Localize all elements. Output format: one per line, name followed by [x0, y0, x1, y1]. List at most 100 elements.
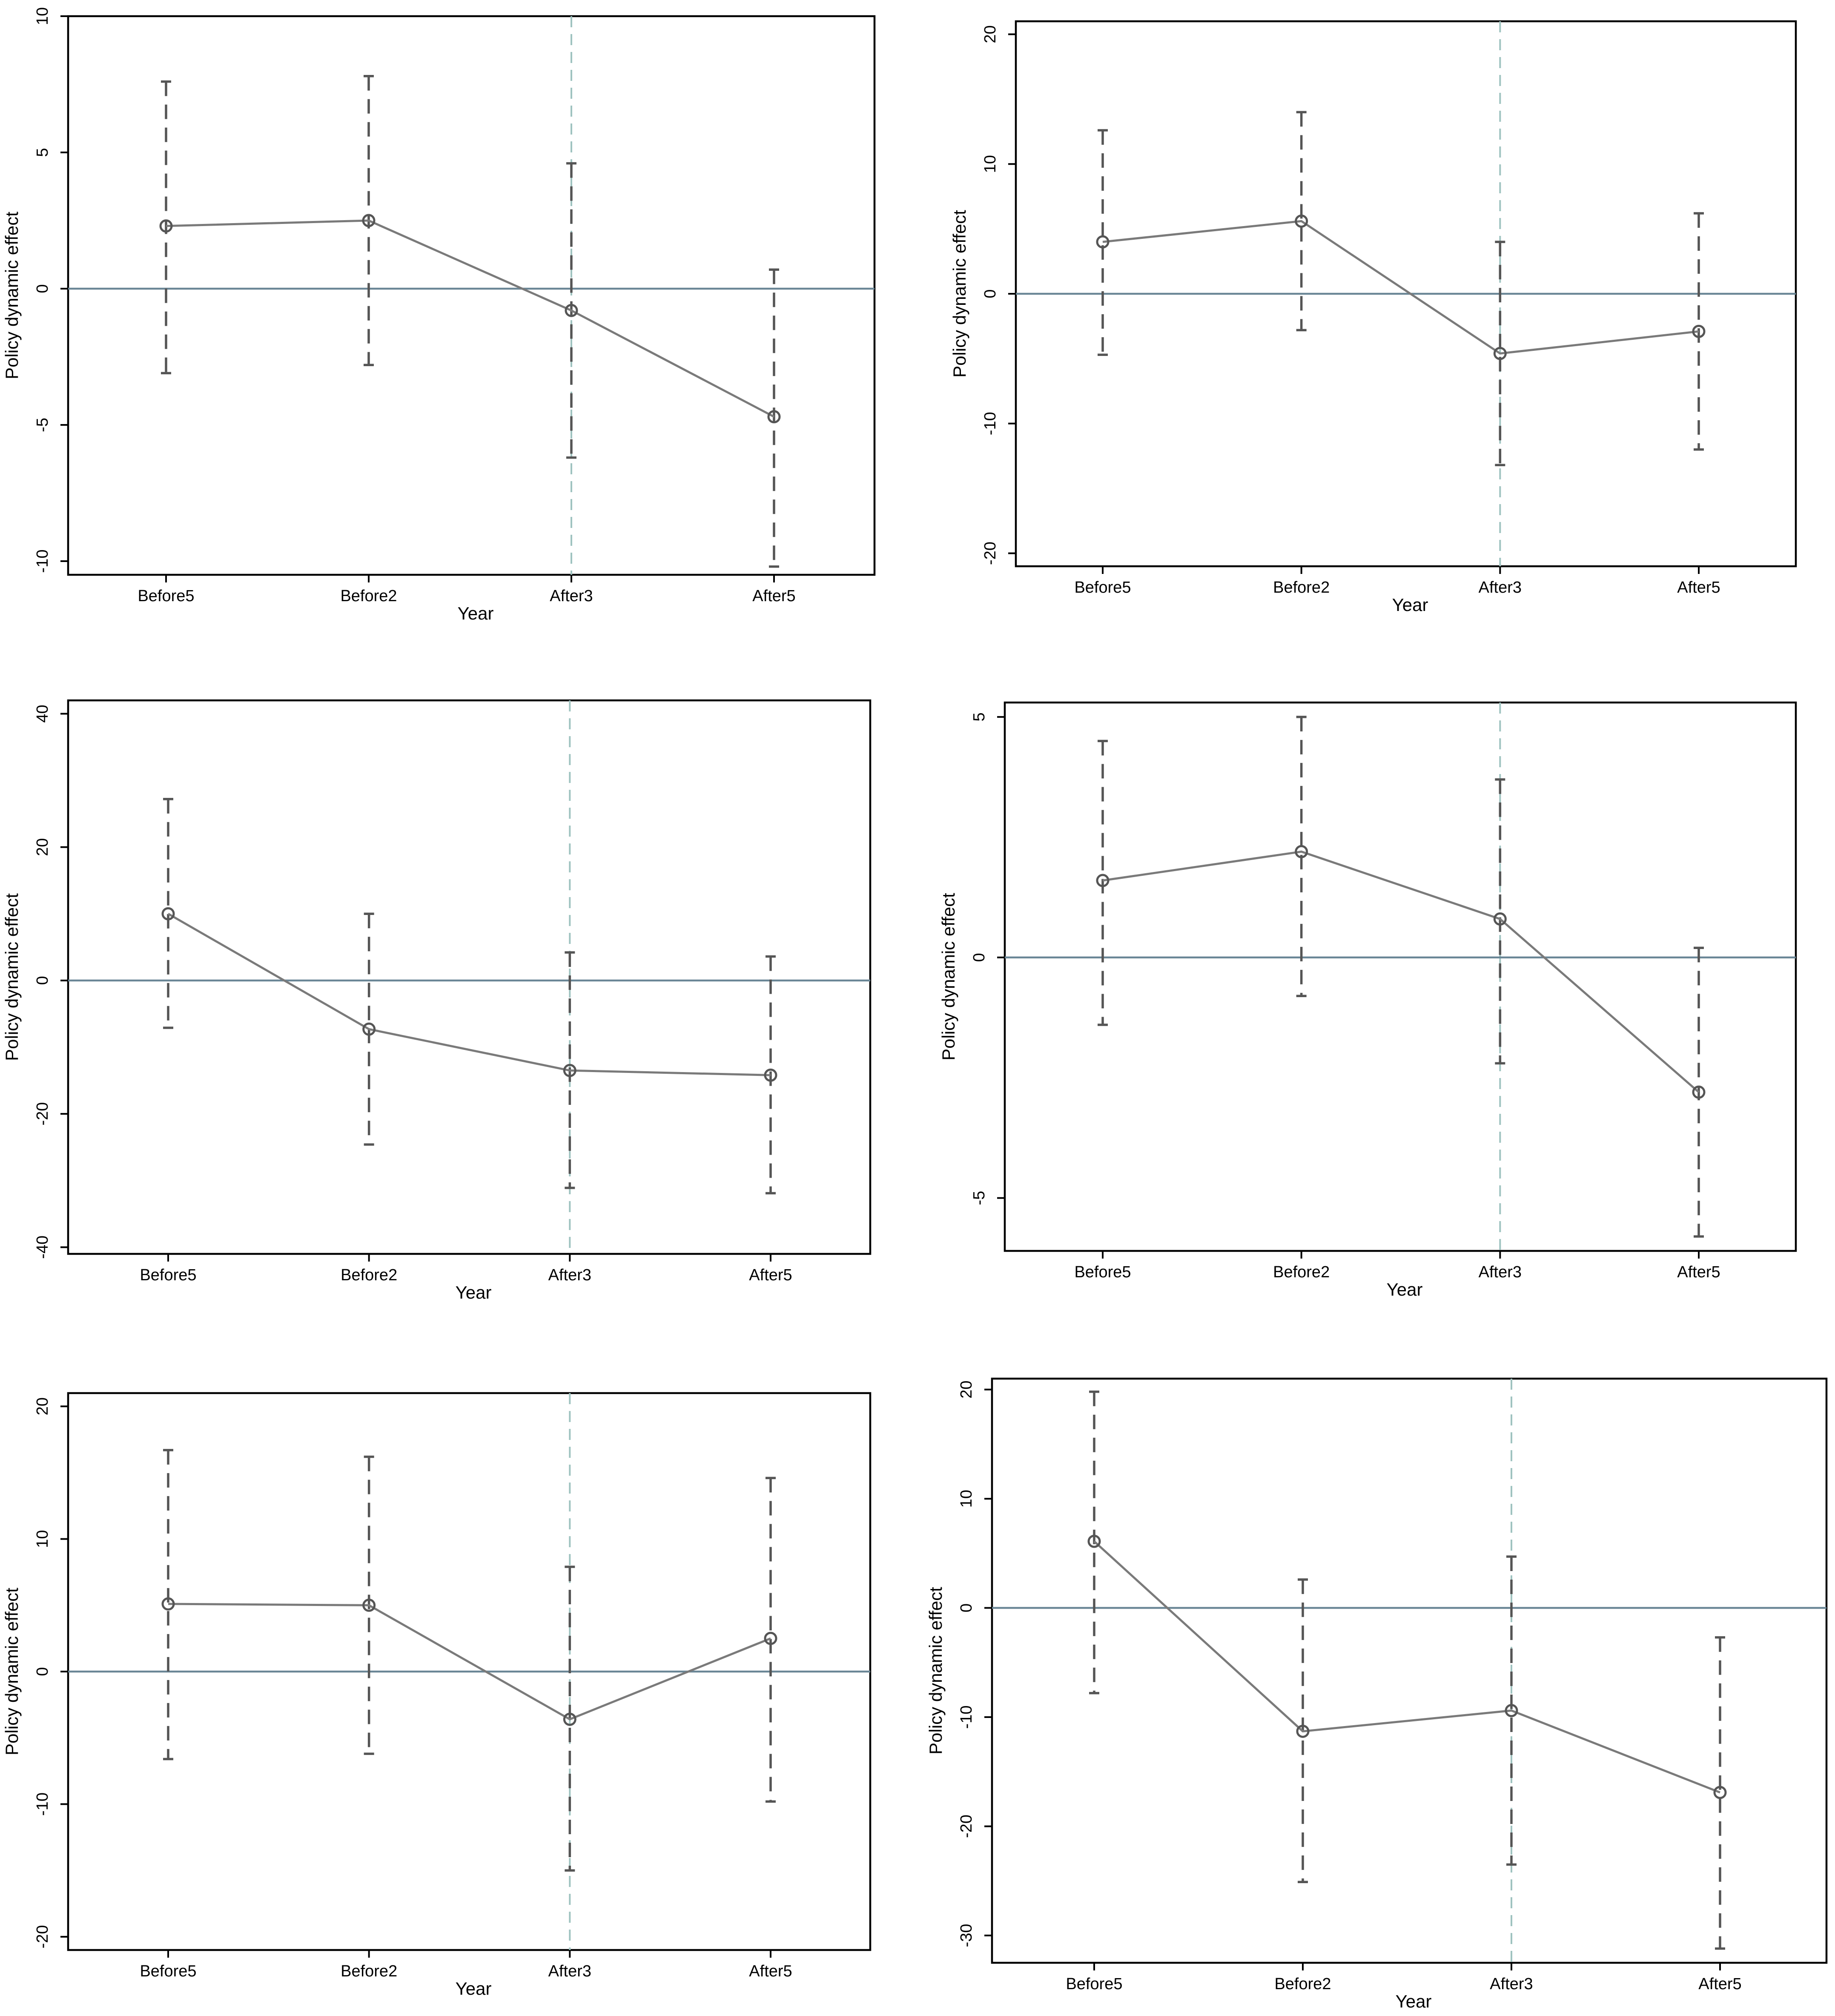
x-tick-label: After5: [749, 1962, 792, 1980]
y-tick-label: 10: [34, 7, 52, 25]
y-tick-label: 0: [34, 284, 52, 293]
y-axis-title: Policy dynamic effect: [2, 212, 22, 379]
y-axis-title: Policy dynamic effect: [2, 1588, 22, 1755]
x-axis-title: Year: [1387, 1279, 1423, 1299]
x-tick-label: Before5: [1066, 1975, 1122, 1993]
x-axis-title: Year: [1392, 595, 1428, 615]
y-tick-label: 10: [34, 1530, 52, 1548]
x-tick-label: After5: [1698, 1975, 1741, 1993]
data-point: [764, 1068, 777, 1082]
y-tick-label: 20: [981, 25, 999, 43]
y-axis-title: Policy dynamic effect: [926, 1587, 946, 1755]
y-tick-label: 0: [981, 289, 999, 298]
data-point: [362, 1022, 376, 1036]
x-tick-label: After3: [1479, 1263, 1522, 1281]
y-axis-title: Policy dynamic effect: [2, 893, 22, 1061]
data-point: [764, 1632, 777, 1645]
y-tick-label: 10: [958, 1490, 975, 1508]
series-line: [167, 913, 771, 1076]
y-tick-label: -10: [34, 1792, 52, 1816]
data-point: [1493, 347, 1507, 360]
y-tick-label: 20: [34, 838, 52, 856]
y-tick-label: 20: [34, 1397, 52, 1415]
y-tick-label: -20: [34, 1925, 52, 1948]
chart-panel: 10 5 0 -5 -10 Before5 Before2 After3 After5 Year P…: [2, 7, 876, 623]
series-line: [166, 219, 775, 418]
chart-panel: 20 10 0 -10 -20 Before5 Before2 After3 After5 Yea…: [949, 20, 1797, 615]
y-tick-label: 20: [958, 1381, 975, 1399]
chart-panel: 20 10 0 -10 -20 -30 Before5 Before2 After3 After5…: [926, 1377, 1828, 2011]
data-point: [362, 214, 376, 227]
y-tick-label: 40: [34, 705, 52, 723]
x-tick-label: After5: [752, 587, 795, 605]
y-axis-title: Policy dynamic effect: [949, 210, 969, 378]
x-tick-label: Before2: [1273, 1263, 1330, 1281]
y-tick-label: 0: [958, 1603, 975, 1612]
x-tick-label: Before5: [1074, 1263, 1131, 1281]
data-point: [563, 1064, 576, 1077]
y-tick-label: -30: [958, 1924, 975, 1947]
plot-frame: [67, 15, 876, 576]
y-tick-label: 0: [34, 976, 52, 985]
y-tick-label: -5: [34, 418, 52, 432]
data-point: [1296, 1724, 1310, 1738]
series-line: [1102, 850, 1700, 1093]
y-tick-label: -20: [34, 1102, 52, 1126]
data-point: [159, 219, 173, 233]
x-tick-label: Before5: [140, 1962, 196, 1980]
data-point: [1692, 324, 1706, 338]
x-tick-label: After3: [550, 587, 593, 605]
data-point: [565, 304, 578, 317]
data-point: [1096, 874, 1110, 887]
y-tick-label: -20: [958, 1815, 975, 1838]
data-point: [161, 907, 175, 921]
x-tick-label: After5: [1677, 579, 1720, 596]
data-point: [1295, 845, 1308, 858]
x-tick-label: Before2: [1274, 1975, 1331, 1993]
chart-panel: 20 10 0 -10 -20 Before5 Before2 After3 After5 Yea…: [2, 1392, 872, 1999]
y-tick-label: 10: [981, 155, 999, 173]
x-tick-label: After3: [1479, 579, 1522, 596]
data-point: [362, 1598, 376, 1612]
y-tick-label: -10: [981, 412, 999, 435]
chart-panel: 40 20 0 -20 -40 Before5 Before2 After3 After5 Yea…: [2, 699, 872, 1302]
x-axis-title: Year: [456, 1282, 492, 1302]
x-tick-label: After5: [749, 1266, 792, 1284]
x-tick-label: After3: [548, 1962, 591, 1980]
y-tick-label: 0: [970, 953, 988, 962]
plot-frame: [67, 699, 872, 1255]
chart-panel: 5 0 -5 Before5 Before2 After3 After5 Year Policy…: [938, 701, 1797, 1299]
plot-frame: [991, 1377, 1828, 1964]
x-tick-label: Before2: [340, 587, 397, 605]
y-tick-label: 0: [34, 1667, 52, 1676]
x-tick-label: After5: [1677, 1263, 1720, 1281]
y-tick-label: -10: [34, 550, 52, 573]
x-tick-label: Before5: [140, 1266, 196, 1284]
data-point: [563, 1712, 576, 1726]
data-point: [1713, 1786, 1727, 1799]
data-point: [1692, 1085, 1706, 1099]
data-point: [1493, 912, 1507, 926]
data-point: [1096, 235, 1110, 249]
data-point: [1087, 1534, 1101, 1548]
data-point: [161, 1597, 175, 1611]
x-tick-label: Before2: [341, 1962, 397, 1980]
x-tick-label: Before5: [1074, 579, 1131, 596]
x-tick-label: Before2: [341, 1266, 397, 1284]
x-axis-title: Year: [458, 603, 494, 623]
y-axis-title: Policy dynamic effect: [938, 893, 958, 1061]
data-point: [1295, 214, 1308, 228]
x-tick-label: Before5: [138, 587, 194, 605]
x-axis-title: Year: [1396, 1991, 1432, 2011]
y-tick-label: 5: [34, 148, 52, 157]
y-tick-label: -40: [34, 1236, 52, 1259]
y-tick-label: 5: [970, 712, 988, 721]
plot-frame: [1004, 701, 1797, 1252]
y-tick-label: -20: [981, 542, 999, 565]
x-tick-label: After3: [548, 1266, 591, 1284]
x-axis-title: Year: [456, 1979, 492, 1999]
series-line: [168, 1603, 771, 1721]
y-tick-label: -5: [970, 1191, 988, 1205]
data-point: [767, 410, 781, 424]
